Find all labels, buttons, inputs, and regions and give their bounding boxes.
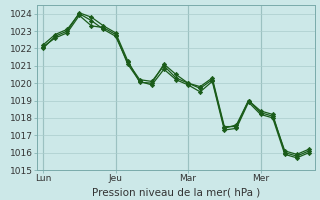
X-axis label: Pression niveau de la mer( hPa ): Pression niveau de la mer( hPa )	[92, 187, 260, 197]
